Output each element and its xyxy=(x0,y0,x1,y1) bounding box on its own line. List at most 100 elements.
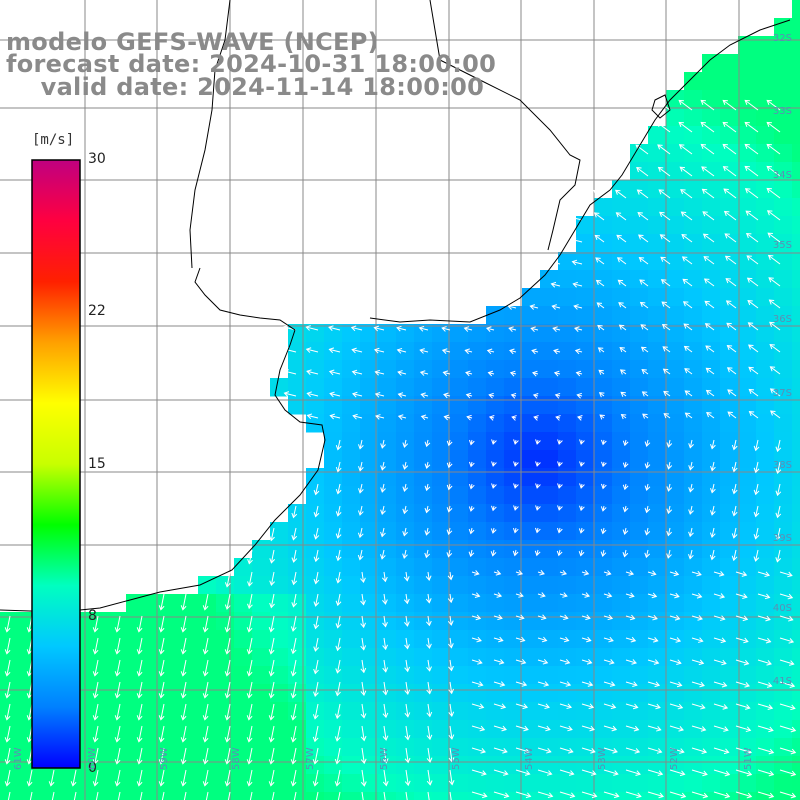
wind-arrow xyxy=(382,703,389,719)
wind-arrow xyxy=(329,413,341,420)
field-cell xyxy=(666,288,685,307)
wind-arrow xyxy=(511,415,517,421)
wind-arrow xyxy=(769,321,781,331)
wind-arrow xyxy=(335,461,342,473)
wind-arrow xyxy=(745,232,759,243)
field-cell xyxy=(738,594,757,613)
wind-arrow xyxy=(557,461,563,467)
wind-arrow xyxy=(574,348,583,355)
field-cell xyxy=(612,738,631,757)
field-cell xyxy=(432,648,451,667)
wind-arrow xyxy=(464,348,473,355)
wind-arrow xyxy=(678,99,693,111)
wind-arrow xyxy=(647,614,658,621)
wind-arrow xyxy=(4,703,11,721)
wind-arrow xyxy=(557,505,563,511)
field-cell xyxy=(486,702,505,721)
field-cell xyxy=(612,198,631,217)
field-cell xyxy=(378,702,397,721)
field-cell xyxy=(594,576,613,595)
wind-arrow xyxy=(420,414,429,421)
field-cell xyxy=(630,504,649,523)
field-cell xyxy=(360,414,379,433)
field-cell xyxy=(432,486,451,505)
field-cell xyxy=(702,468,721,487)
field-cell xyxy=(774,162,793,181)
field-cell xyxy=(288,522,307,541)
wind-arrow xyxy=(666,461,673,470)
wind-arrow xyxy=(662,368,671,375)
field-cell xyxy=(252,612,271,631)
wind-arrow xyxy=(779,681,796,689)
field-cell xyxy=(738,414,757,433)
field-cell xyxy=(684,90,703,109)
field-cell xyxy=(756,270,775,289)
field-cell xyxy=(774,558,793,577)
wind-arrow xyxy=(515,681,528,687)
field-cell xyxy=(648,450,667,469)
field-cell xyxy=(594,198,613,217)
wind-arrow xyxy=(669,791,687,799)
field-cell xyxy=(792,720,800,739)
wind-arrow xyxy=(779,659,795,666)
wind-arrow xyxy=(92,615,99,633)
field-cell xyxy=(504,522,523,541)
field-cell xyxy=(144,756,163,775)
field-cell xyxy=(216,666,235,685)
wind-arrow xyxy=(534,527,541,534)
field-cell xyxy=(540,792,559,800)
field-cell xyxy=(558,792,577,800)
field-cell xyxy=(792,522,800,541)
wind-arrow xyxy=(158,747,165,765)
field-cell xyxy=(72,792,91,800)
field-cell xyxy=(540,756,559,775)
field-cell xyxy=(558,432,577,451)
field-cell xyxy=(684,702,703,721)
field-cell xyxy=(558,360,577,379)
wind-arrow xyxy=(515,636,526,643)
wind-arrow xyxy=(723,188,737,199)
field-cell xyxy=(684,666,703,685)
field-cell xyxy=(414,684,433,703)
wind-arrow xyxy=(515,614,525,621)
wind-arrow xyxy=(334,769,341,787)
field-cell xyxy=(198,756,217,775)
field-cell xyxy=(738,126,757,145)
field-cell xyxy=(774,738,793,757)
wind-arrow xyxy=(573,304,583,310)
wind-arrow xyxy=(622,483,629,491)
field-cell xyxy=(252,684,271,703)
wind-arrow xyxy=(404,659,411,673)
wind-arrow xyxy=(595,279,605,287)
wind-arrow xyxy=(757,593,771,600)
wind-arrow xyxy=(247,593,253,610)
wind-arrow xyxy=(597,347,605,353)
wind-arrow xyxy=(766,210,781,221)
field-cell xyxy=(504,792,523,800)
field-cell xyxy=(414,504,433,523)
field-cell xyxy=(666,180,685,199)
field-cell xyxy=(414,648,433,667)
field-cell xyxy=(324,792,343,800)
wind-arrow xyxy=(471,681,484,687)
wind-arrow xyxy=(727,411,737,419)
field-cell xyxy=(738,198,757,217)
field-cell xyxy=(738,36,757,55)
field-cell xyxy=(720,450,739,469)
wind-arrow xyxy=(753,549,760,562)
wind-arrow xyxy=(638,256,649,265)
field-cell xyxy=(756,594,775,613)
field-cell xyxy=(450,522,469,541)
field-cell xyxy=(738,504,757,523)
field-cell xyxy=(720,630,739,649)
field-cell xyxy=(90,630,109,649)
field-cell xyxy=(666,216,685,235)
field-cell xyxy=(702,90,721,109)
wind-arrow xyxy=(382,615,388,628)
wind-arrow xyxy=(382,747,389,764)
field-cell xyxy=(666,270,685,289)
wind-arrow xyxy=(769,344,781,353)
field-cell xyxy=(522,666,541,685)
wind-arrow xyxy=(552,326,561,333)
wind-arrow xyxy=(576,392,583,399)
